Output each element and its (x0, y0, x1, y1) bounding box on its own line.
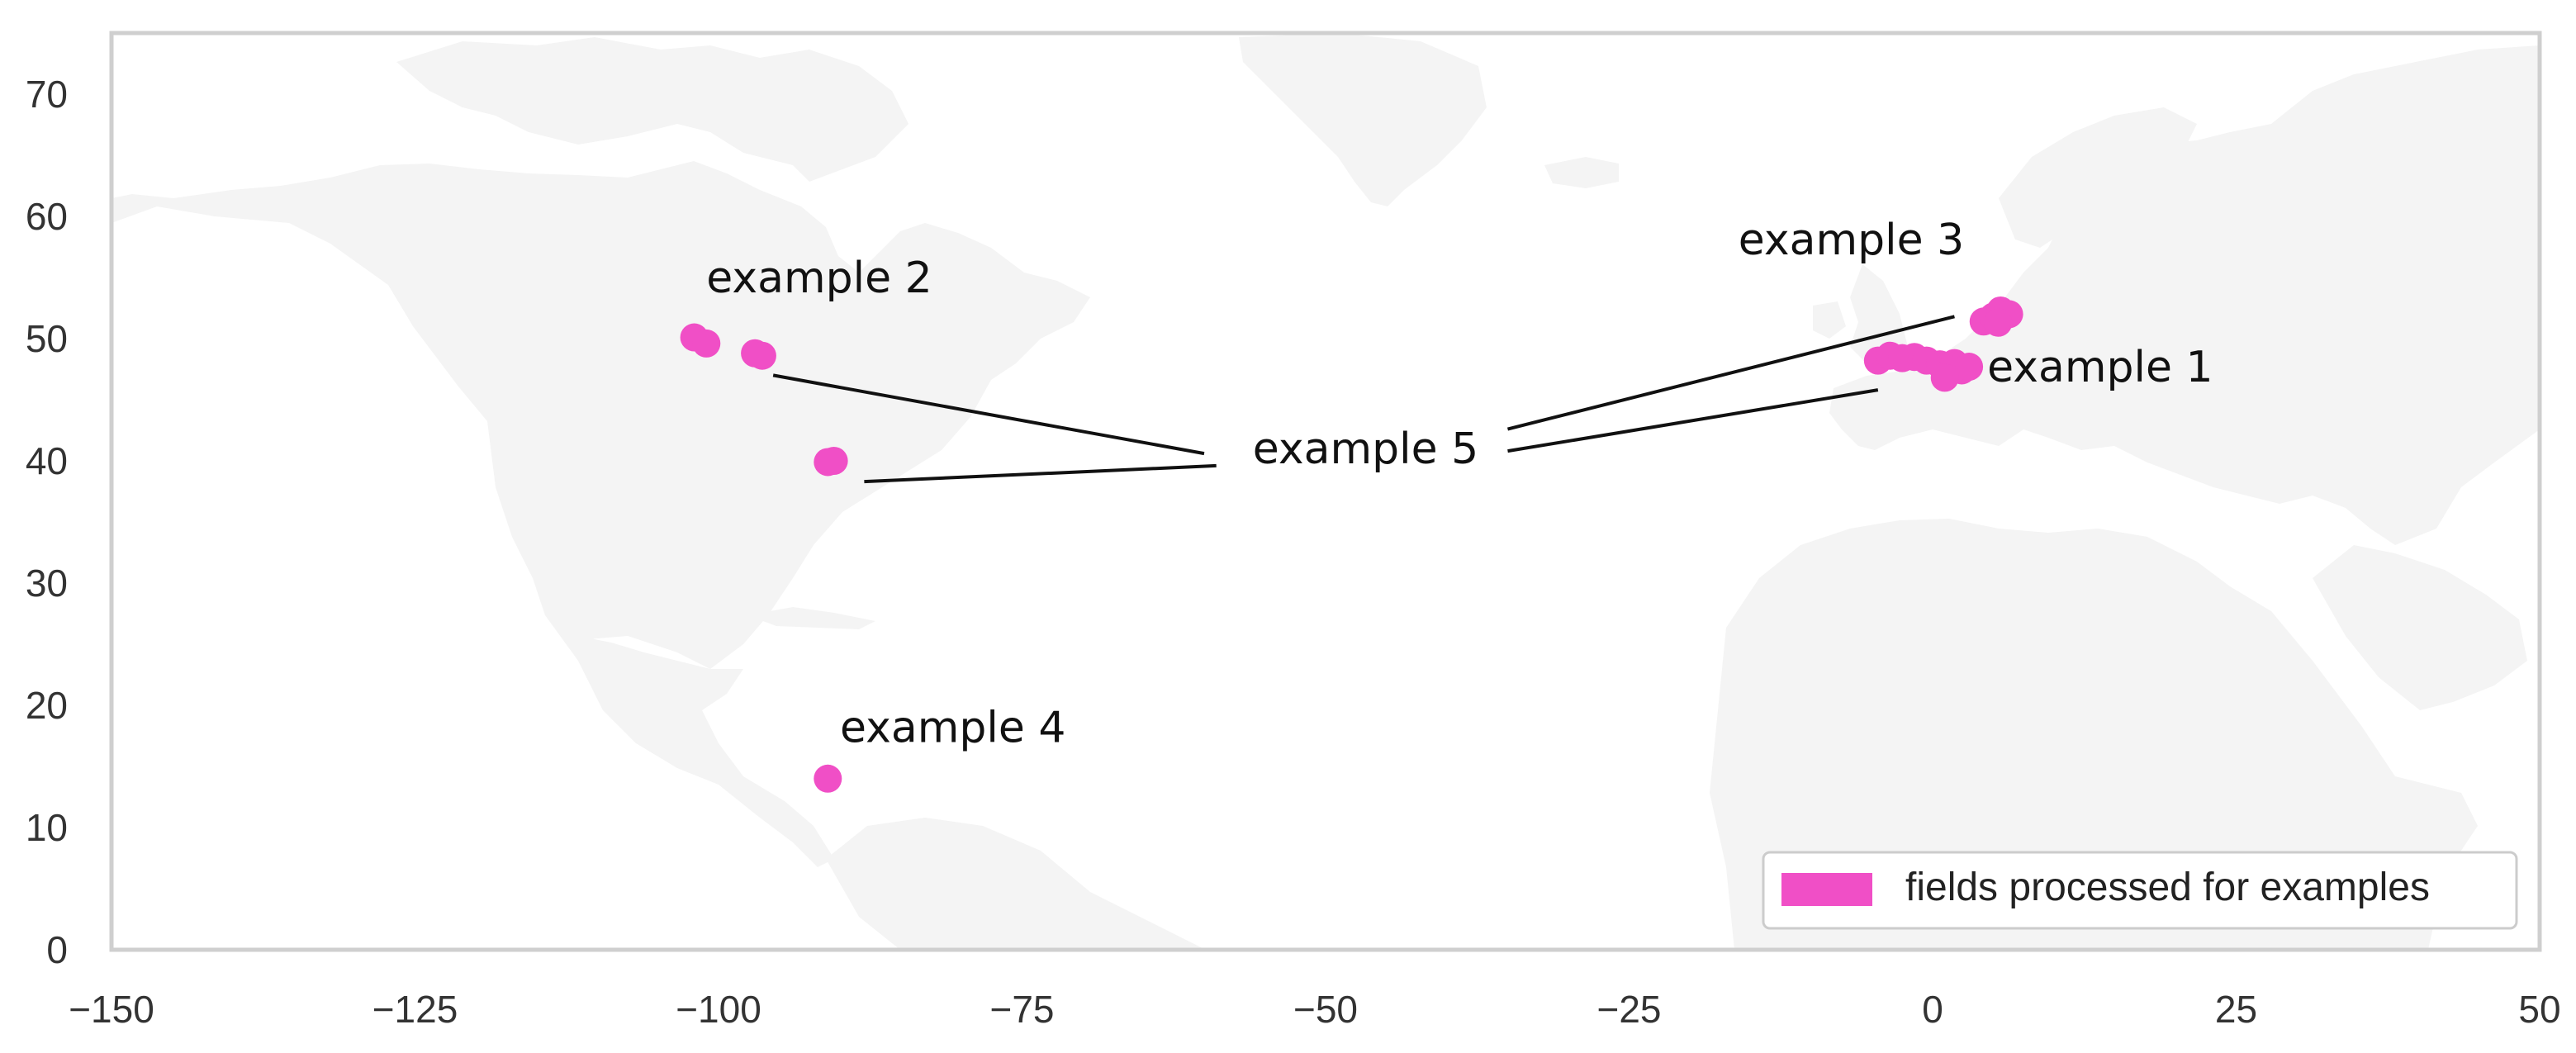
annotations-layer: example 1 example 2 example 3 example 4 exam… (706, 216, 2213, 753)
field-point (814, 764, 842, 793)
y-tick-label: 50 (26, 317, 68, 360)
y-tick-label: 30 (26, 562, 68, 605)
x-tick-label: 25 (2215, 988, 2257, 1031)
x-axis-tick-labels: −150 −125 −100 −75 −50 −25 0 25 50 (69, 988, 2560, 1031)
annotation-label: example 3 (1739, 216, 1964, 265)
x-tick-label: −150 (69, 988, 154, 1031)
annotation-label: example 5 (1253, 425, 1478, 474)
annotation-leader-line (864, 463, 1217, 484)
x-tick-label: −50 (1293, 988, 1358, 1031)
legend: fields processed for examples (1762, 851, 2518, 930)
y-tick-label: 40 (26, 439, 68, 482)
field-point (1930, 363, 1959, 392)
field-points-layer (680, 296, 2023, 793)
field-point (692, 329, 721, 358)
legend-label: fields processed for examples (1905, 866, 2430, 909)
plot-frame (109, 31, 2542, 952)
field-point (819, 447, 848, 475)
caribbean-islands (747, 607, 875, 629)
annotation-label: example 4 (840, 703, 1065, 752)
x-tick-label: 0 (1922, 988, 1943, 1031)
y-tick-label: 60 (26, 195, 68, 238)
y-tick-label: 20 (26, 684, 68, 727)
field-point (747, 341, 776, 370)
field-point (1984, 308, 2013, 337)
y-tick-label: 0 (46, 928, 68, 971)
legend-swatch (1781, 873, 1872, 906)
greenland-landmass (1239, 33, 1487, 206)
annotation-leader-lines (772, 315, 1955, 484)
x-tick-label: −100 (676, 988, 761, 1031)
x-tick-label: −125 (372, 988, 458, 1031)
annotation-label: example 1 (1987, 343, 2213, 392)
y-axis-tick-labels: 0 10 20 30 40 50 60 70 (26, 73, 68, 971)
y-tick-label: 70 (26, 73, 68, 116)
iceland-landmass (1544, 157, 1619, 188)
eurasia-landmass (1829, 45, 2540, 545)
south-america-landmass (826, 818, 1206, 950)
annotation-leader-line (772, 373, 1205, 456)
north-america-landmass (111, 161, 1090, 669)
ireland-landmass (1813, 301, 1846, 339)
field-point (1955, 353, 1984, 382)
central-america-landmass (545, 615, 834, 867)
y-tick-label: 10 (26, 806, 68, 849)
scandinavia-landmass (1999, 107, 2197, 264)
africa-landmass (1710, 519, 2478, 950)
x-tick-label: 50 (2518, 988, 2560, 1031)
annotation-label: example 2 (706, 254, 932, 303)
annotation-leader-line (1507, 315, 1955, 431)
x-tick-label: −75 (989, 988, 1054, 1031)
plot-area: example 1 example 2 example 3 example 4 exam… (109, 31, 2542, 952)
legend-box (1762, 851, 2518, 930)
arabian-peninsula (2313, 545, 2527, 710)
annotation-leader-line (1507, 388, 1879, 453)
x-tick-label: −25 (1596, 988, 1661, 1031)
arctic-islands (396, 37, 908, 182)
